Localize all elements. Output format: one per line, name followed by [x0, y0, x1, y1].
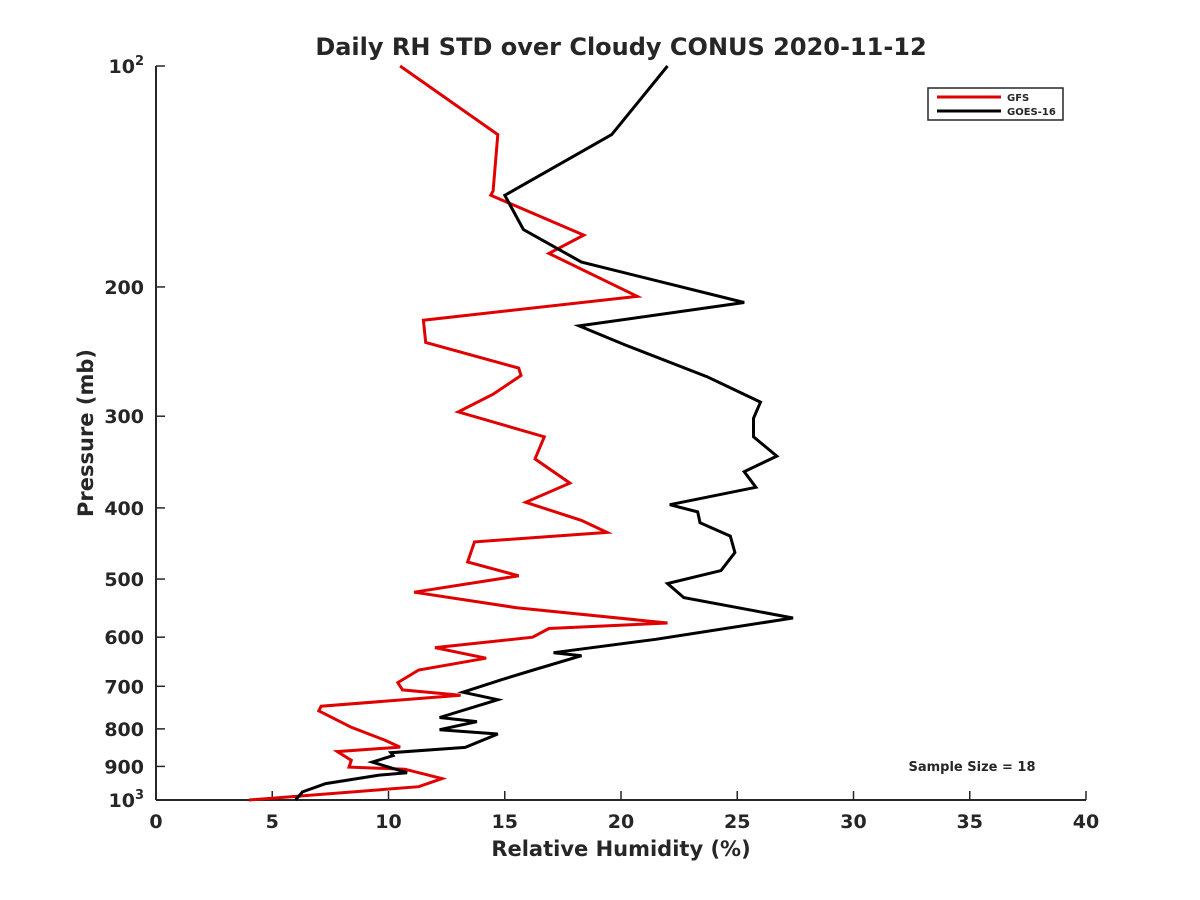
y-tick-label: 700	[104, 676, 144, 698]
legend-label-gfs: GFS	[1007, 93, 1029, 104]
x-axis-ticks: 0 5 10 15 20 25 30 35 40	[149, 791, 1099, 833]
y-tick-label: 800	[104, 719, 144, 741]
legend-box	[927, 87, 1064, 121]
plot-area	[155, 66, 1086, 801]
y-tick-label: 600	[104, 627, 144, 649]
y-tick-label: 300	[104, 406, 144, 428]
y-tick-label: 900	[104, 756, 144, 778]
x-tick-label: 5	[266, 811, 279, 833]
legend-label-goes-16: GOES-16	[1007, 107, 1056, 118]
legend: GFS GOES-16	[927, 87, 1064, 121]
y-tick-label: 102	[109, 54, 145, 78]
x-tick-label: 40	[1073, 811, 1099, 833]
y-axis-label: Pressure (mb)	[74, 349, 98, 517]
y-tick-label: 400	[104, 498, 144, 520]
x-tick-label: 20	[608, 811, 634, 833]
x-tick-label: 0	[149, 811, 162, 833]
x-tick-label: 15	[492, 811, 518, 833]
y-axis-ticks: 102 200 300 400 500 600 700 800 900 103	[104, 54, 165, 812]
sample-size-annotation: Sample Size = 18	[908, 760, 1035, 775]
series-line-gfs	[248, 64, 668, 802]
y-tick-label: 500	[104, 569, 144, 591]
x-axis-label: Relative Humidity (%)	[491, 837, 750, 861]
series-line-goes-16	[294, 65, 794, 801]
series-layer	[248, 64, 794, 802]
x-tick-label: 25	[724, 811, 750, 833]
x-tick-label: 10	[375, 811, 401, 833]
y-tick-label: 103	[109, 788, 145, 812]
x-tick-label: 30	[840, 811, 866, 833]
y-tick-label: 200	[104, 277, 144, 299]
chart-title: Daily RH STD over Cloudy CONUS 2020-11-1…	[315, 33, 926, 61]
x-tick-label: 35	[957, 811, 983, 833]
